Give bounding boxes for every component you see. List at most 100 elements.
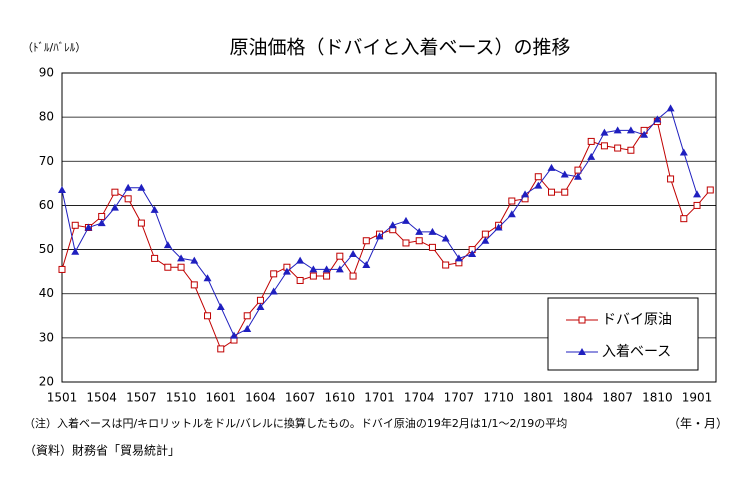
data-point [203,274,212,282]
data-point [573,172,582,180]
data-point [111,188,119,196]
data-point [693,190,702,198]
data-point [494,223,503,231]
data-point [362,261,371,269]
data-point [693,201,701,209]
data-point [679,148,688,156]
data-point [282,267,291,275]
data-point [388,221,397,229]
data-point [587,152,596,160]
y-tick-label: 90 [39,66,54,80]
data-point [653,115,662,123]
data-point [600,128,609,136]
data-point [256,302,265,310]
data-point [349,249,358,257]
data-point [428,243,436,251]
data-point [309,272,317,280]
x-tick-label: 1601 [205,391,236,405]
data-point [243,312,251,320]
source: （資料）財務省「貿易統計」 [24,443,180,458]
data-point [58,185,66,193]
data-point [151,254,159,262]
data-point [349,272,357,280]
data-point [269,287,278,295]
data-point [98,212,106,220]
data-point [177,263,185,271]
data-point [680,215,688,223]
data-point [402,239,410,247]
data-point [150,205,159,213]
data-point [574,166,582,174]
data-point [521,190,530,198]
x-tick-label: 1504 [86,391,117,405]
data-point [627,146,635,154]
x-tick-label: 1701 [364,391,395,405]
y-unit: （ﾄﾞﾙ/ﾊﾞﾚﾙ） [22,41,86,54]
data-point [216,302,225,310]
note: （注）入着ベースは円/キロリットルをドル/バレルに換算したもの。ドバイ原油の19… [24,416,567,430]
data-point [323,272,331,280]
x-tick-label: 1501 [47,391,78,405]
data-point [296,256,305,264]
data-point [137,219,145,227]
data-point [270,270,278,278]
y-tick-label: 20 [39,375,54,389]
y-tick-label: 70 [39,154,54,168]
x-tick-label: 1901 [682,391,713,405]
y-tick-label: 50 [39,242,54,256]
data-point [667,175,675,183]
data-point [163,241,172,249]
data-point [336,252,344,260]
data-point [84,223,93,231]
data-point [375,232,384,240]
data-point [428,227,437,235]
x-tick-label: 1707 [444,391,475,405]
x-unit: （年・月） [668,417,728,431]
data-point [481,230,489,238]
x-tick-label: 1510 [166,391,197,405]
data-point [335,265,344,273]
data-point [137,183,146,191]
y-tick-label: 80 [39,110,54,124]
legend-marker [578,348,586,355]
x-tick-label: 1810 [642,391,673,405]
data-point [441,234,450,242]
data-point [296,276,304,284]
data-point [706,186,714,194]
legend-box [547,297,699,371]
data-point [229,331,238,339]
data-point [454,254,463,262]
legend-marker [578,316,586,324]
data-point [177,254,186,262]
data-point [547,163,556,171]
data-point [71,247,80,255]
data-point [442,261,450,269]
data-point [600,142,608,150]
x-tick-label: 1507 [126,391,157,405]
data-point [534,181,543,189]
data-point [587,137,595,145]
x-tick-label: 1704 [404,391,435,405]
data-point [534,173,542,181]
legend-label: ドバイ原油 [602,312,672,328]
data-point [164,263,172,271]
chart-title: 原油価格（ドバイと入着ベース）の推移 [229,37,570,59]
data-point [97,219,106,227]
data-point [561,188,569,196]
data-point [401,216,410,224]
data-point [640,130,649,138]
data-point [124,183,133,191]
data-point [190,256,199,264]
y-tick-label: 60 [39,198,54,212]
data-point [124,195,132,203]
data-point [666,104,675,112]
data-point [415,227,424,235]
data-point [481,236,490,244]
data-point [560,170,569,178]
data-point [415,237,423,245]
x-tick-label: 1807 [602,391,633,405]
x-tick-label: 1610 [325,391,356,405]
data-point [362,237,370,245]
data-point [626,126,635,134]
data-point [256,296,264,304]
